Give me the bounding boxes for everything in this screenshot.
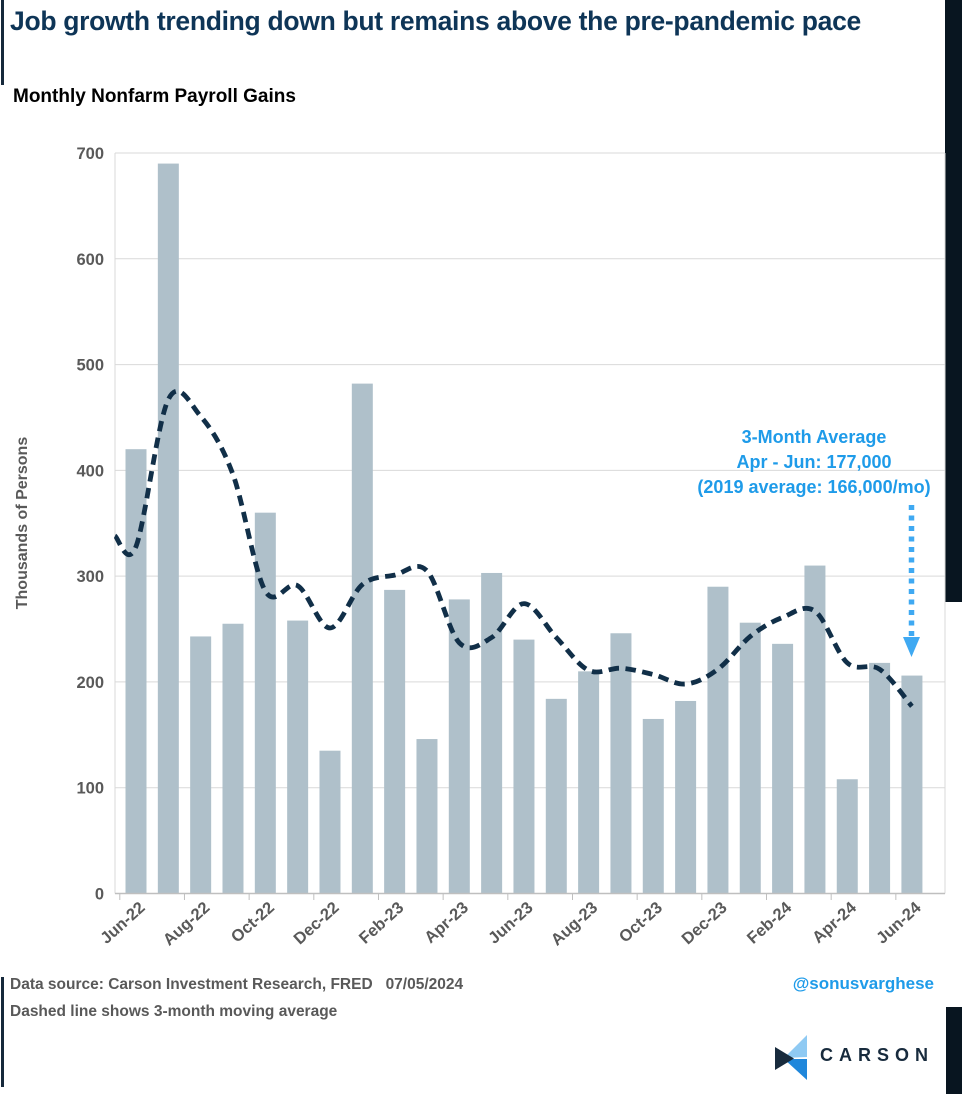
right-bottom-accent-bar	[946, 1007, 962, 1094]
left-top-accent-line	[1, 0, 4, 85]
y-tick-label: 100	[76, 780, 104, 798]
x-tick-label: Feb-24	[744, 898, 796, 948]
bar	[125, 449, 147, 894]
y-tick-label: 400	[76, 462, 104, 480]
x-tick-label: Dec-23	[678, 899, 730, 949]
bar	[254, 512, 276, 894]
bar	[610, 633, 632, 894]
x-tick-label: Jun-24	[873, 898, 925, 948]
x-tick-label: Apr-23	[421, 899, 472, 947]
right-top-accent-bar	[945, 0, 962, 602]
y-axis-labels: 0 100 200 300 400 500 600 700	[76, 145, 104, 904]
bar	[739, 622, 761, 894]
carson-logo-text: CARSON	[820, 1045, 935, 1065]
x-tick-label: Oct-22	[228, 899, 278, 947]
bar	[545, 698, 567, 894]
bar	[869, 662, 891, 894]
carson-logo: CARSON	[773, 1031, 943, 1081]
bar	[448, 599, 470, 894]
bar	[836, 779, 858, 894]
x-axis-ticks	[119, 893, 897, 900]
left-bottom-accent-line	[1, 977, 4, 1087]
data-source-note: Data source: Carson Investment Research,…	[10, 976, 464, 993]
bar	[190, 636, 212, 894]
bar	[481, 572, 503, 894]
bar	[222, 623, 244, 894]
bar	[642, 718, 664, 894]
x-axis-labels: Jun-22 Aug-22 Oct-22 Dec-22 Feb-23 Apr-23 Jun-…	[97, 898, 925, 949]
bar	[707, 586, 729, 894]
x-tick-label: Oct-23	[616, 899, 666, 947]
bar	[157, 163, 179, 894]
bar	[416, 739, 438, 894]
bar	[578, 671, 600, 894]
bar	[901, 675, 923, 894]
annotation-line-1: 3-Month Average	[741, 427, 887, 447]
bar	[351, 383, 373, 894]
three-month-average-annotation: 3-Month Average Apr - Jun: 177,000 (2019…	[680, 425, 948, 500]
x-tick-label: Aug-22	[160, 899, 214, 950]
page-title: Job growth trending down but remains abo…	[10, 6, 861, 36]
down-arrowhead-icon	[903, 637, 920, 657]
bar	[287, 620, 309, 894]
dashed-line-note: Dashed line shows 3-month moving average	[10, 1003, 338, 1020]
x-tick-label: Jun-23	[485, 899, 537, 948]
bar	[772, 643, 794, 894]
bar	[384, 589, 406, 894]
y-tick-label: 200	[76, 674, 104, 692]
y-tick-label: 300	[76, 568, 104, 586]
x-tick-label: Jun-22	[97, 899, 149, 948]
y-tick-label: 700	[76, 145, 104, 163]
bar	[804, 565, 826, 894]
bars	[125, 163, 923, 894]
x-tick-label: Dec-22	[290, 899, 342, 949]
x-tick-label: Feb-23	[356, 899, 408, 948]
x-tick-label: Aug-23	[548, 899, 602, 950]
y-tick-label: 600	[76, 251, 104, 269]
bar	[513, 639, 535, 894]
bar	[675, 700, 697, 894]
moving-average-line	[113, 389, 914, 708]
y-tick-label: 500	[76, 357, 104, 375]
x-tick-label: Apr-24	[809, 898, 860, 947]
y-tick-label: 0	[95, 886, 104, 904]
annotation-line-2: Apr - Jun: 177,000	[736, 452, 892, 472]
bar	[319, 750, 341, 894]
annotation-arrow	[903, 505, 920, 657]
carson-logo-icon	[775, 1035, 807, 1080]
annotation-line-3: (2019 average: 166,000/mo)	[697, 477, 931, 497]
author-handle: @sonusvarghese	[792, 974, 934, 993]
chart-subtitle: Monthly Nonfarm Payroll Gains	[13, 86, 296, 107]
